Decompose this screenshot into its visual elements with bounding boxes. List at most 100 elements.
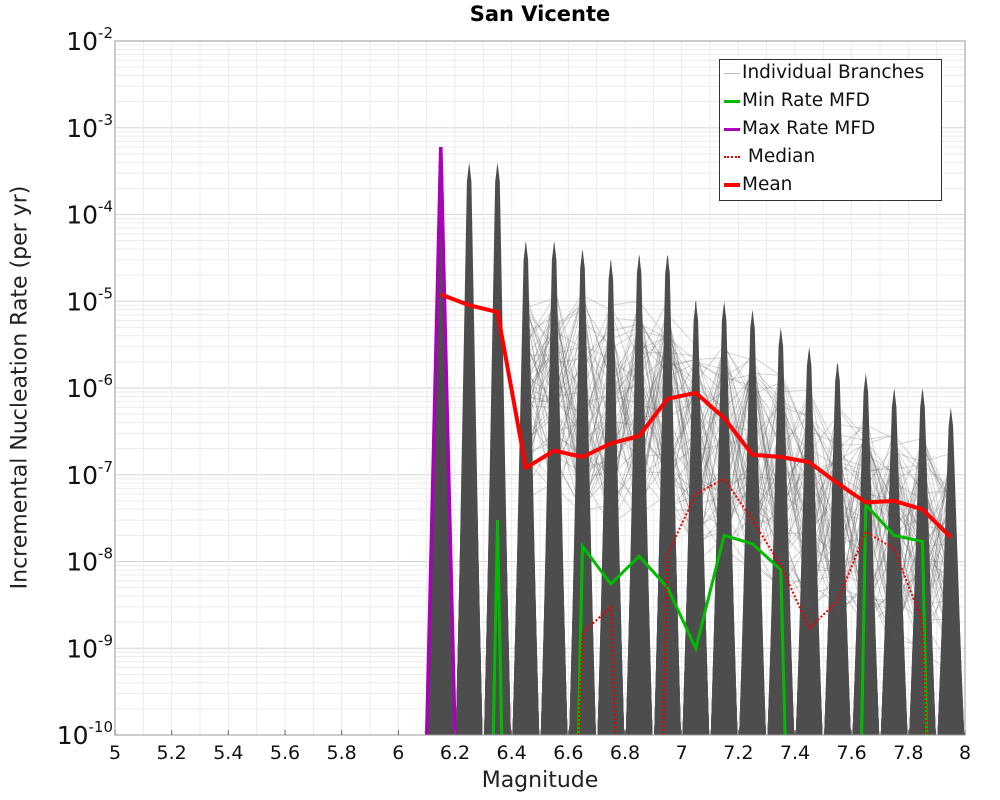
y-tick-base: 10 (66, 634, 98, 663)
legend-item-min-rate: Min Rate MFD (720, 88, 941, 116)
y-tick-exponent: -5 (98, 284, 113, 302)
legend-label: Mean (742, 174, 793, 195)
y-tick-exponent: -2 (98, 24, 113, 42)
series-median (662, 477, 928, 736)
y-tick-label: 10-6 (66, 371, 113, 403)
branch-line (525, 303, 952, 593)
branch-line (525, 298, 951, 622)
series-lines (424, 146, 953, 736)
branch-line (525, 317, 952, 591)
y-tick-base: 10 (66, 114, 98, 143)
x-tick-label: 6.2 (440, 742, 470, 764)
branch-envelope (541, 240, 567, 735)
series-min-rate-mfd (491, 520, 504, 736)
x-tick-label: 7 (676, 742, 688, 764)
x-tick-label: 5.8 (327, 742, 357, 764)
branch-envelope (569, 249, 596, 735)
branch-line (525, 293, 952, 642)
x-tick-label: 8 (959, 742, 971, 764)
branch-line (525, 336, 952, 648)
branch-line (525, 303, 952, 638)
branch-line (525, 294, 952, 643)
series-min-rate-mfd (860, 501, 929, 736)
branch-envelope (711, 301, 737, 735)
y-tick-exponent: -6 (98, 371, 113, 389)
branch-line (525, 319, 952, 617)
chart-title: San Vicente (469, 2, 611, 26)
branch-line (525, 315, 952, 636)
plot-frame (114, 40, 966, 736)
branch-line (525, 323, 952, 625)
branch-line (525, 301, 952, 523)
legend-label: Median (742, 146, 816, 167)
series-mean (440, 292, 953, 539)
y-tick-base: 10 (66, 374, 98, 403)
branch-envelope (796, 346, 822, 735)
y-tick-label: 10-3 (66, 111, 113, 143)
y-tick-exponent: -3 (98, 111, 113, 129)
branch-line (525, 331, 952, 627)
y-tick-label: 10-4 (66, 198, 113, 230)
legend-swatch (724, 156, 740, 158)
branch-envelope (428, 147, 454, 735)
branch-line (525, 356, 952, 588)
legend-label: Max Rate MFD (742, 118, 876, 139)
branch-line (525, 301, 952, 616)
branch-line (525, 344, 952, 623)
series-max-rate-mfd (424, 146, 457, 736)
branch-line (525, 340, 952, 653)
y-tick-exponent: -4 (98, 198, 113, 216)
individual-branches (427, 147, 965, 736)
branch-line (525, 295, 952, 613)
branch-line (525, 321, 952, 612)
branch-line (525, 340, 952, 625)
x-tick-label: 5.6 (270, 742, 300, 764)
y-tick-label: 10-5 (66, 284, 113, 316)
branch-line (525, 376, 952, 627)
branch-envelope (739, 309, 766, 735)
branch-line (525, 336, 952, 646)
branch-line (525, 306, 952, 607)
y-tick-base: 10 (66, 287, 98, 316)
branch-envelope (513, 240, 539, 735)
branch-line (525, 307, 952, 606)
branch-line (525, 342, 951, 621)
x-tick-label: 7.6 (837, 742, 867, 764)
y-tick-base: 10 (66, 461, 98, 490)
branch-line (525, 361, 951, 606)
branch-line (525, 317, 952, 599)
y-tick-exponent: -10 (89, 718, 114, 736)
branch-envelope (654, 254, 681, 735)
legend-swatch (724, 100, 740, 103)
y-tick-label: 10-8 (66, 545, 113, 577)
y-axis-label: Incremental Nucleation Rate (per yr) (7, 185, 33, 590)
legend-label: Individual Branches (742, 62, 925, 83)
y-tick-label: 10-9 (66, 631, 113, 663)
legend-item-median: Median (720, 144, 941, 172)
legend-swatch (724, 183, 740, 187)
branch-envelope (626, 254, 652, 735)
branch-line (525, 321, 952, 642)
legend-item-individual-branches: Individual Branches (720, 60, 941, 88)
branch-line (525, 310, 952, 654)
branch-line (525, 290, 952, 628)
branch-envelope (484, 162, 511, 736)
branch-line (525, 333, 952, 597)
branch-line (525, 327, 952, 628)
branch-line (525, 305, 951, 637)
branch-line (525, 295, 952, 644)
branch-line (525, 363, 952, 673)
branch-line (525, 297, 952, 649)
branch-line (525, 331, 951, 566)
branch-line (525, 306, 952, 599)
x-tick-label: 5 (109, 742, 121, 764)
branch-envelope (938, 407, 964, 735)
y-tick-exponent: -9 (98, 631, 113, 649)
y-tick-exponent: -8 (98, 545, 113, 563)
legend-label: Min Rate MFD (742, 90, 870, 111)
branch-line (525, 304, 952, 624)
y-tick-label: 10-2 (66, 24, 113, 56)
x-tick-label: 6 (392, 742, 404, 764)
